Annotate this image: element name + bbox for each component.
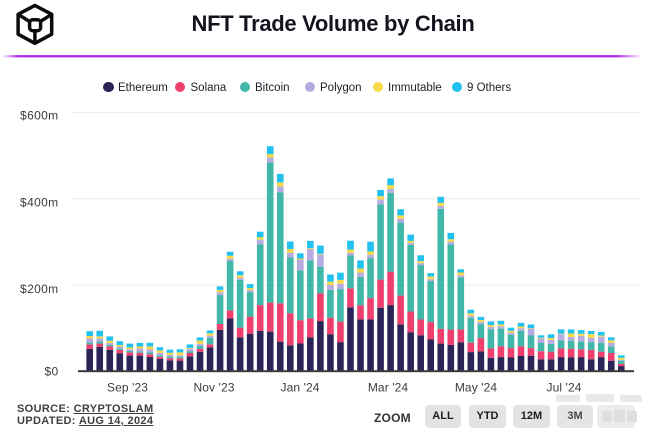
svg-text:Nov '23: Nov '23 [193,381,234,395]
svg-text:May '24: May '24 [455,381,498,395]
svg-text:$600m: $600m [20,109,58,123]
svg-text:$0: $0 [44,364,58,378]
svg-text:$400m: $400m [20,195,58,209]
svg-text:$200m: $200m [20,282,58,296]
svg-text:Sep '23: Sep '23 [107,381,148,395]
svg-text:Mar '24: Mar '24 [368,381,409,395]
svg-text:Jan '24: Jan '24 [280,381,319,395]
svg-text:Jul '24: Jul '24 [546,381,581,395]
